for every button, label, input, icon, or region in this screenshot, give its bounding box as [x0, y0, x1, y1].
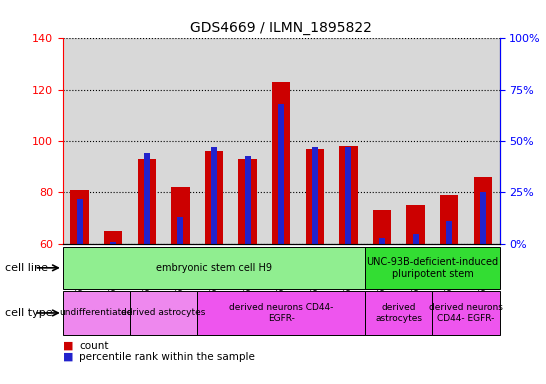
- Text: cell line: cell line: [5, 263, 49, 273]
- Text: embryonic stem cell H9: embryonic stem cell H9: [156, 263, 272, 273]
- Bar: [272, 82, 290, 244]
- Bar: [480, 192, 486, 244]
- Bar: [379, 238, 385, 244]
- Text: count: count: [79, 341, 109, 351]
- Bar: [245, 156, 251, 244]
- Bar: [138, 159, 156, 244]
- Text: derived astrocytes: derived astrocytes: [121, 308, 206, 318]
- Bar: [312, 147, 318, 244]
- Text: percentile rank within the sample: percentile rank within the sample: [79, 352, 255, 362]
- Text: UNC-93B-deficient-induced
pluripotent stem: UNC-93B-deficient-induced pluripotent st…: [366, 257, 498, 279]
- Bar: [171, 187, 189, 244]
- Bar: [365, 247, 500, 289]
- Bar: [432, 291, 500, 335]
- Text: derived
astrocytes: derived astrocytes: [375, 303, 422, 323]
- Title: GDS4669 / ILMN_1895822: GDS4669 / ILMN_1895822: [190, 21, 372, 35]
- Bar: [130, 291, 197, 335]
- Bar: [306, 149, 324, 244]
- Bar: [446, 221, 452, 244]
- Bar: [365, 291, 432, 335]
- Bar: [177, 217, 183, 244]
- Bar: [373, 210, 391, 244]
- Bar: [413, 233, 419, 244]
- Bar: [197, 291, 365, 335]
- Bar: [63, 247, 365, 289]
- Text: cell type: cell type: [5, 308, 53, 318]
- Bar: [346, 147, 352, 244]
- Bar: [110, 242, 116, 244]
- Bar: [239, 159, 257, 244]
- Bar: [70, 190, 89, 244]
- Bar: [76, 199, 82, 244]
- Text: derived neurons CD44-
EGFR-: derived neurons CD44- EGFR-: [229, 303, 334, 323]
- Bar: [473, 177, 492, 244]
- Bar: [144, 154, 150, 244]
- Bar: [440, 195, 459, 244]
- Text: derived neurons
CD44- EGFR-: derived neurons CD44- EGFR-: [429, 303, 503, 323]
- Bar: [205, 151, 223, 244]
- Text: ■: ■: [63, 341, 73, 351]
- Bar: [278, 104, 284, 244]
- Text: ■: ■: [63, 352, 73, 362]
- Bar: [211, 147, 217, 244]
- Bar: [406, 205, 425, 244]
- Bar: [104, 231, 122, 244]
- Text: undifferentiated: undifferentiated: [60, 308, 133, 318]
- Bar: [63, 291, 130, 335]
- Bar: [339, 146, 358, 244]
